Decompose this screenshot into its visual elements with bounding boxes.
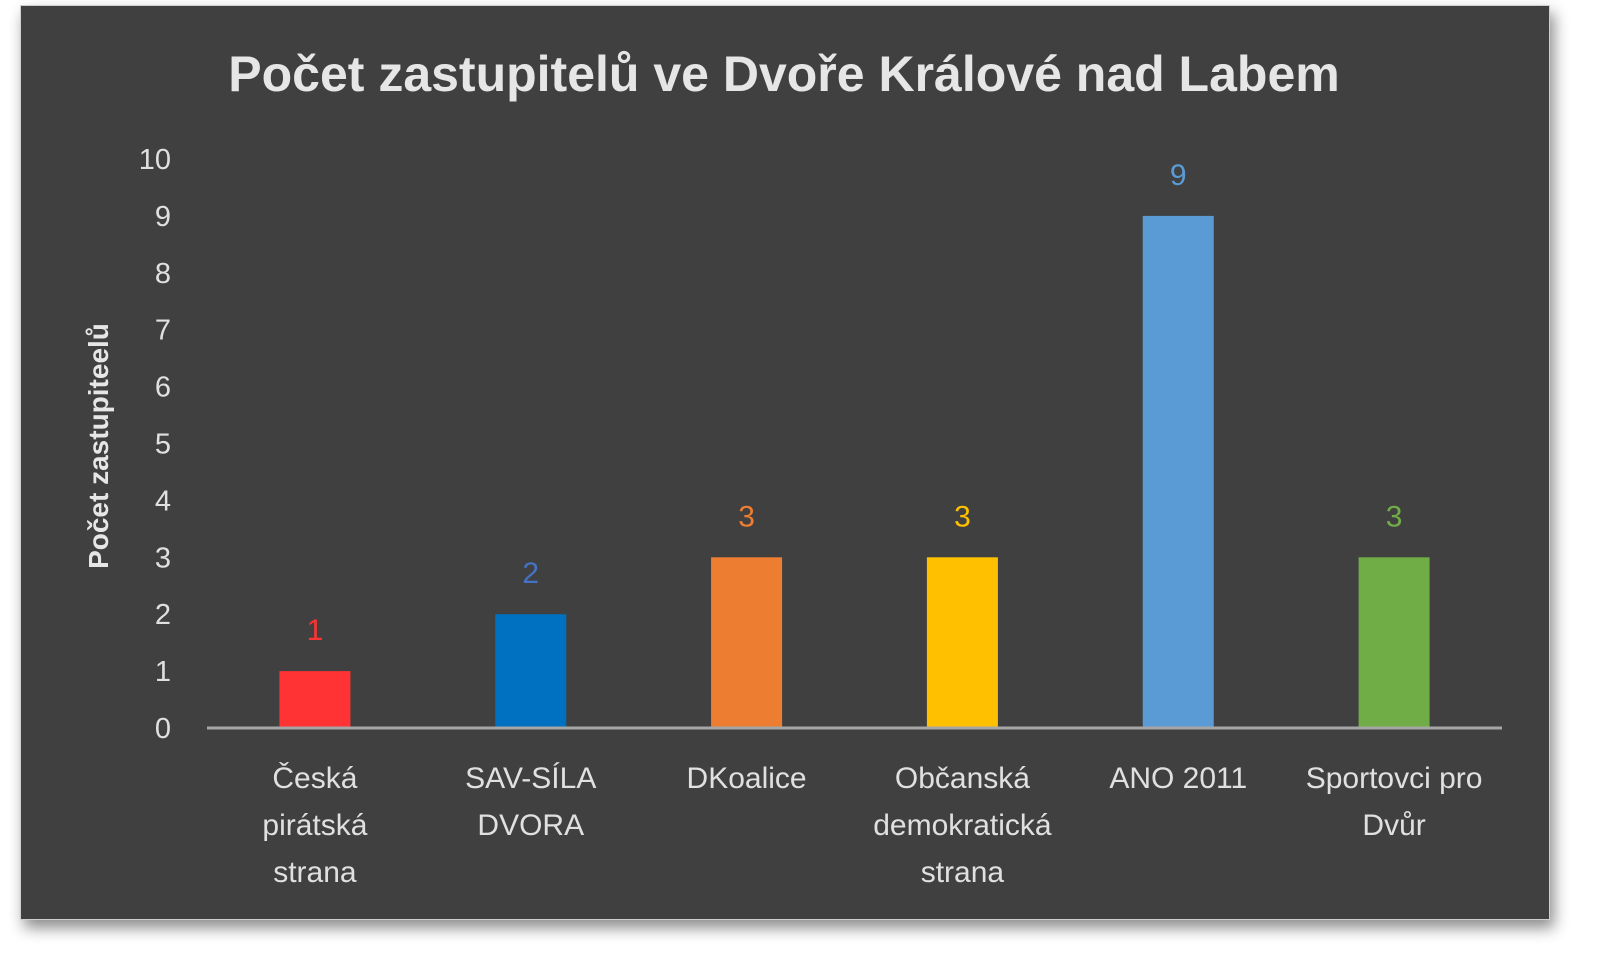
data-label: 3: [954, 500, 971, 533]
chart-title: Počet zastupitelů ve Dvoře Králové nad L…: [228, 46, 1339, 102]
bar: [1358, 557, 1430, 728]
y-axis-ticks: 0 1 2 3 4 5 6 7 8 9 10: [139, 144, 171, 745]
data-label: 3: [1386, 500, 1403, 533]
y-tick-label: 6: [155, 372, 171, 404]
x-tick-label: DKoalice: [687, 762, 807, 795]
data-labels: 1 2 3 3 9 3: [307, 159, 1403, 647]
y-tick-label: 7: [155, 315, 171, 347]
y-tick-label: 9: [155, 201, 171, 233]
x-tick-label: SAV-SÍLA DVORA: [465, 762, 596, 842]
bar: [711, 557, 783, 728]
y-tick-label: 1: [155, 656, 171, 688]
bars: [279, 215, 1430, 728]
bar: [495, 614, 567, 728]
bar: [1142, 215, 1214, 728]
data-label: 2: [522, 557, 539, 590]
x-axis-categories: Česká pirátská strana SAV-SÍLA DVORA DKoalice…: [262, 761, 1482, 889]
y-tick-label: 0: [155, 713, 171, 745]
chart-frame: [20, 5, 1550, 920]
y-tick-label: 5: [155, 429, 171, 461]
data-label: 9: [1170, 159, 1187, 192]
y-tick-label: 3: [155, 542, 171, 574]
y-tick-label: 4: [155, 485, 171, 517]
y-tick-label: 8: [155, 258, 171, 290]
x-tick-label: Sportovci pro Dvůr: [1306, 762, 1483, 842]
data-label: 3: [738, 500, 755, 533]
x-tick-label: ANO 2011: [1109, 762, 1247, 795]
bar: [279, 671, 351, 728]
bar: [926, 557, 998, 728]
x-tick-label: Občanská demokratická strana: [873, 762, 1052, 889]
y-tick-label: 2: [155, 599, 171, 631]
y-axis-label: Počet zastupiteelů: [83, 323, 114, 569]
y-tick-label: 10: [139, 144, 171, 176]
x-tick-label: Česká pirátská strana: [262, 761, 367, 889]
data-label: 1: [307, 614, 324, 647]
